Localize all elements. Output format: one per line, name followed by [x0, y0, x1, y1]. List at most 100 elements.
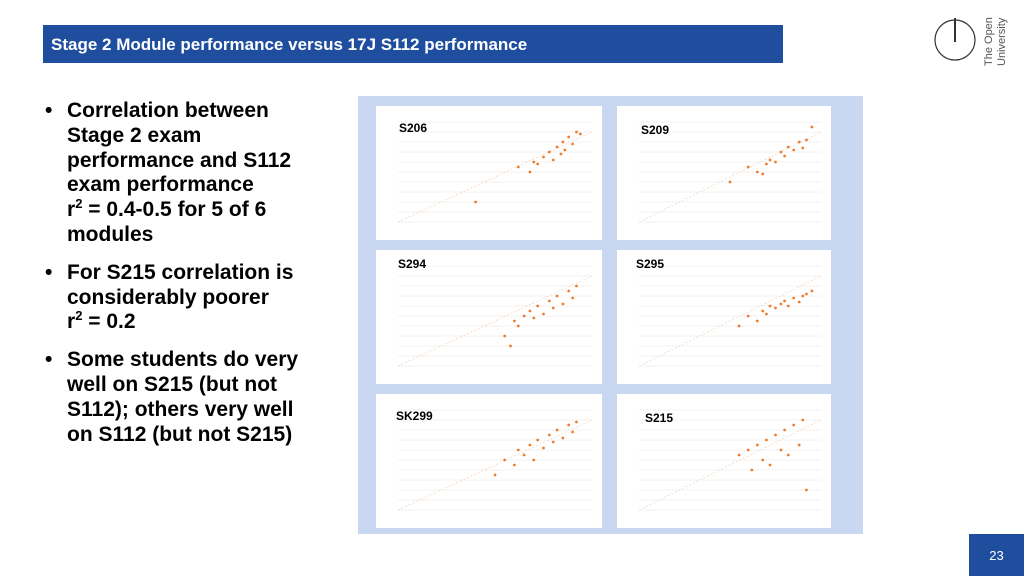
scatter-point: [563, 148, 567, 152]
scatter-point: [528, 170, 532, 174]
scatter-point: [792, 296, 796, 300]
scatter-point: [728, 180, 732, 184]
scatter-point: [783, 299, 786, 303]
scatter-point: [810, 125, 814, 129]
scatter-point: [561, 436, 565, 440]
scatter-point: [797, 443, 801, 447]
formula-sup: 2: [75, 308, 83, 324]
panel: [617, 250, 831, 384]
scatter-point: [755, 319, 759, 323]
scatter-point: [801, 418, 805, 422]
scatter-point: [503, 334, 507, 338]
panel: [617, 106, 831, 240]
logo: The Open University: [934, 17, 1008, 66]
formula-base: r: [67, 198, 76, 222]
scatter-point: [528, 443, 532, 447]
logo-text: The Open: [983, 17, 995, 66]
scatter-point: [755, 170, 759, 174]
scatter-point: [578, 132, 582, 136]
scatter-point: [575, 284, 578, 288]
scatter-point: [532, 160, 536, 164]
scatter-point: [532, 458, 536, 462]
scatter-point: [513, 463, 516, 467]
trend-line: [638, 419, 822, 511]
scatter-point: [801, 146, 805, 150]
scatter-point: [561, 302, 565, 306]
scatter-point: [761, 172, 765, 176]
scatter-point: [779, 448, 783, 452]
scatter-point: [571, 296, 574, 300]
panel-label: S294: [398, 257, 426, 271]
bullet-line: on S112 (but not S215): [67, 422, 293, 446]
scatter-point: [779, 150, 783, 154]
panel: [376, 250, 602, 384]
scatter-point: [561, 140, 565, 144]
scatter-point: [746, 165, 750, 169]
panel-label: S206: [399, 121, 427, 135]
scatter-point: [542, 446, 545, 450]
scatter-point: [768, 463, 772, 467]
scatter-point: [737, 324, 741, 328]
scatter-point: [555, 428, 559, 432]
scatter-point: [516, 448, 520, 452]
scatter-point: [774, 160, 777, 164]
scatter-point: [536, 162, 540, 166]
formula-line: r2 = 0.2: [67, 308, 345, 335]
formula-rest: = 0.2: [82, 310, 136, 334]
panel-label: S295: [636, 257, 664, 271]
scatter-point: [567, 423, 571, 427]
scatter-point: [513, 319, 516, 323]
scatter-point: [805, 292, 808, 296]
scatter-point: [768, 304, 772, 308]
scatter-point: [755, 443, 759, 447]
scatter-figure: S206 S209 S294 S295 SK299 S215: [358, 96, 863, 534]
formula-line: r2 = 0.4-0.5 for 5 of 6: [67, 197, 345, 223]
scatter-point: [761, 458, 765, 462]
scatter-point: [567, 135, 571, 139]
scatter-point: [522, 314, 526, 318]
page-number-box: 23: [969, 534, 1024, 576]
scatter-point: [746, 448, 750, 452]
panel: [376, 394, 602, 528]
scatter-point: [765, 162, 768, 166]
scatter-point: [567, 289, 571, 293]
scatter-point: [555, 294, 559, 298]
scatter-point: [792, 148, 796, 152]
scatter-point: [509, 344, 512, 348]
bullet-line: modules: [67, 222, 154, 246]
scatter-point: [474, 200, 477, 204]
formula-rest: = 0.4-0.5 for 5 of 6: [82, 198, 267, 222]
scatter-point: [768, 158, 772, 162]
title-bar: Stage 2 Module performance versus 17J S1…: [43, 25, 783, 63]
bullet-line: performance and S112: [67, 148, 292, 172]
scatter-point: [797, 300, 801, 304]
scatter-point: [571, 142, 574, 146]
scatter-point: [786, 453, 790, 457]
scatter-point: [516, 165, 520, 169]
bullet-line: Some students do very: [67, 348, 299, 372]
scatter-point: [750, 468, 754, 472]
scatter-point: [522, 453, 526, 457]
page-number: 23: [989, 548, 1004, 563]
scatter-point: [765, 438, 768, 442]
scatter-point: [551, 306, 555, 310]
trend-line: [638, 275, 822, 367]
bullet-line: considerably poorer: [67, 285, 269, 309]
scatter-point: [810, 289, 814, 293]
scatter-point: [783, 428, 786, 432]
scatter-point: [571, 430, 574, 434]
scatter-point: [575, 130, 578, 134]
scatter-point: [516, 324, 520, 328]
scatter-point: [746, 314, 750, 318]
logo-text: University: [996, 17, 1008, 66]
scatter-point: [774, 433, 777, 437]
scatter-point: [805, 488, 808, 492]
bullet-line: exam performance: [67, 173, 254, 197]
formula-base: r: [67, 310, 76, 334]
bullet-line: Stage 2 exam: [67, 123, 202, 147]
scatter-point: [805, 138, 808, 142]
panel-label: S209: [641, 123, 669, 137]
scatter-point: [801, 294, 805, 298]
